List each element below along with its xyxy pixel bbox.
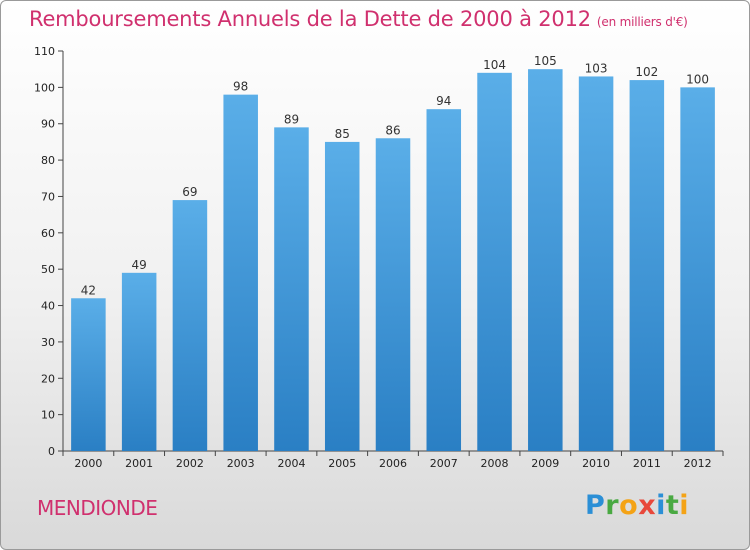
chart-marks: 42 49 69 98 89 85 86 94 104 105 103 102 100 [71, 54, 715, 452]
bar [121, 272, 157, 451]
bar [223, 94, 258, 452]
town-name: MENDIONDE [37, 496, 158, 520]
data-label: 86 [385, 123, 400, 137]
bar [324, 141, 360, 451]
logo-letter: o [619, 490, 639, 521]
bar [528, 69, 563, 451]
x-tick-label: 2006 [379, 457, 407, 470]
data-label: 69 [182, 185, 197, 199]
y-tick-label: 0 [48, 445, 55, 458]
x-tick-label: 2012 [684, 457, 712, 470]
x-tick-label: 2009 [531, 457, 559, 470]
logo-letter: i [656, 490, 666, 521]
data-label: 85 [335, 127, 350, 141]
x-tick-label: 2011 [633, 457, 661, 470]
chart-axes: 0 10 20 30 40 50 60 70 80 90 100 110 2000 2001 2002 200… [34, 45, 724, 470]
logo-letter: x [638, 490, 657, 521]
data-label: 94 [436, 94, 451, 108]
y-tick-label: 110 [34, 45, 55, 58]
data-label: 102 [635, 65, 658, 79]
bar [629, 80, 665, 451]
x-tick-label: 2007 [430, 457, 458, 470]
bar [578, 76, 614, 452]
data-label: 103 [585, 61, 608, 75]
x-tick-label: 2002 [176, 457, 204, 470]
x-tick-label: 2000 [74, 457, 102, 470]
data-label: 105 [534, 54, 557, 68]
data-label: 42 [81, 283, 96, 297]
bar [274, 127, 309, 451]
x-tick-label: 2010 [582, 457, 610, 470]
x-tick-label: 2004 [277, 457, 305, 470]
bar [477, 72, 512, 452]
bar [426, 109, 462, 451]
x-tick-label: 2001 [125, 457, 153, 470]
y-tick-label: 60 [41, 227, 55, 240]
data-label: 49 [132, 258, 147, 272]
proxiti-logo[interactable]: Proxiti [585, 490, 689, 521]
data-label: 89 [284, 112, 299, 126]
y-tick-label: 100 [34, 81, 55, 94]
bar [375, 138, 411, 452]
bar [172, 200, 208, 451]
y-tick-label: 30 [41, 336, 55, 349]
x-tick-label: 2008 [481, 457, 509, 470]
bar [71, 298, 106, 451]
logo-letter: t [665, 490, 680, 521]
chart-subtitle: (en milliers d'€) [596, 15, 688, 29]
y-tick-label: 50 [41, 263, 55, 276]
y-tick-label: 20 [41, 372, 55, 385]
x-tick-label: 2003 [227, 457, 255, 470]
chart-title: Remboursements Annuels de la Dette de 20… [29, 7, 688, 31]
y-tick-label: 90 [41, 118, 55, 131]
y-tick-label: 80 [41, 154, 55, 167]
logo-letter: r [605, 490, 620, 521]
x-tick-label: 2005 [328, 457, 356, 470]
logo-letter: i [679, 490, 690, 521]
data-label: 98 [233, 80, 248, 94]
bar [680, 87, 715, 451]
y-tick-label: 70 [41, 190, 55, 203]
y-tick-label: 10 [41, 409, 55, 422]
data-label: 100 [686, 72, 709, 86]
logo-letter: P [585, 490, 606, 521]
data-label: 104 [483, 58, 506, 72]
y-tick-label: 40 [41, 300, 55, 313]
chart-title-text: Remboursements Annuels de la Dette de 20… [29, 7, 591, 31]
